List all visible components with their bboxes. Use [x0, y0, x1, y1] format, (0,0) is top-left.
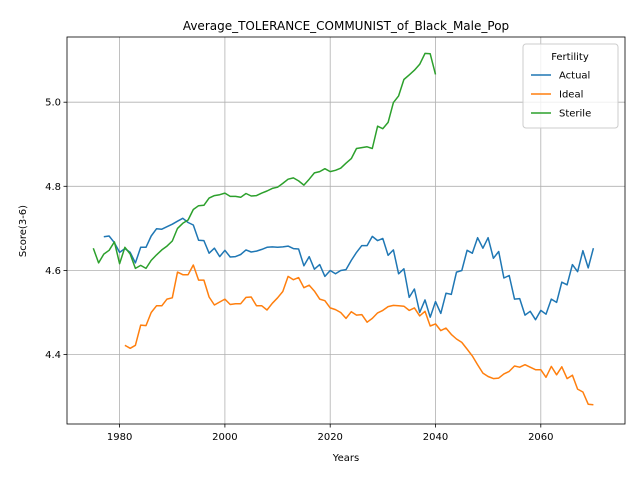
series-line-ideal — [124, 264, 594, 406]
legend-label-sterile: Sterile — [559, 109, 591, 120]
legend: Fertility Actual Ideal Sterile — [522, 43, 619, 129]
y-tick-label: 4.6 — [45, 266, 61, 277]
series-line-actual — [103, 217, 595, 321]
series-line-sterile — [92, 52, 437, 270]
legend-title: Fertility — [551, 52, 589, 63]
y-tick-label: 4.4 — [45, 350, 61, 361]
x-tick-label: 2020 — [317, 432, 342, 443]
x-tick-label: 2000 — [212, 432, 237, 443]
plot-frame — [66, 36, 626, 425]
axis-ticks: 1980 2000 2020 2040 2060 4.4 4.6 4.8 5.0 — [45, 98, 553, 443]
x-tick-label: 2040 — [423, 432, 448, 443]
y-tick-label: 4.8 — [45, 182, 61, 193]
legend-label-ideal: Ideal — [559, 90, 583, 101]
series-lines — [92, 52, 595, 406]
x-axis-label: Years — [332, 453, 359, 464]
legend-box — [522, 43, 619, 129]
legend-label-actual: Actual — [559, 71, 590, 82]
x-tick-label: 2060 — [528, 432, 553, 443]
y-tick-label: 5.0 — [45, 98, 61, 109]
x-tick-label: 1980 — [107, 432, 132, 443]
chart-title: Average_TOLERANCE_COMMUNIST_of_Black_Mal… — [183, 19, 509, 33]
y-axis-label: Score(3-6) — [18, 205, 29, 257]
